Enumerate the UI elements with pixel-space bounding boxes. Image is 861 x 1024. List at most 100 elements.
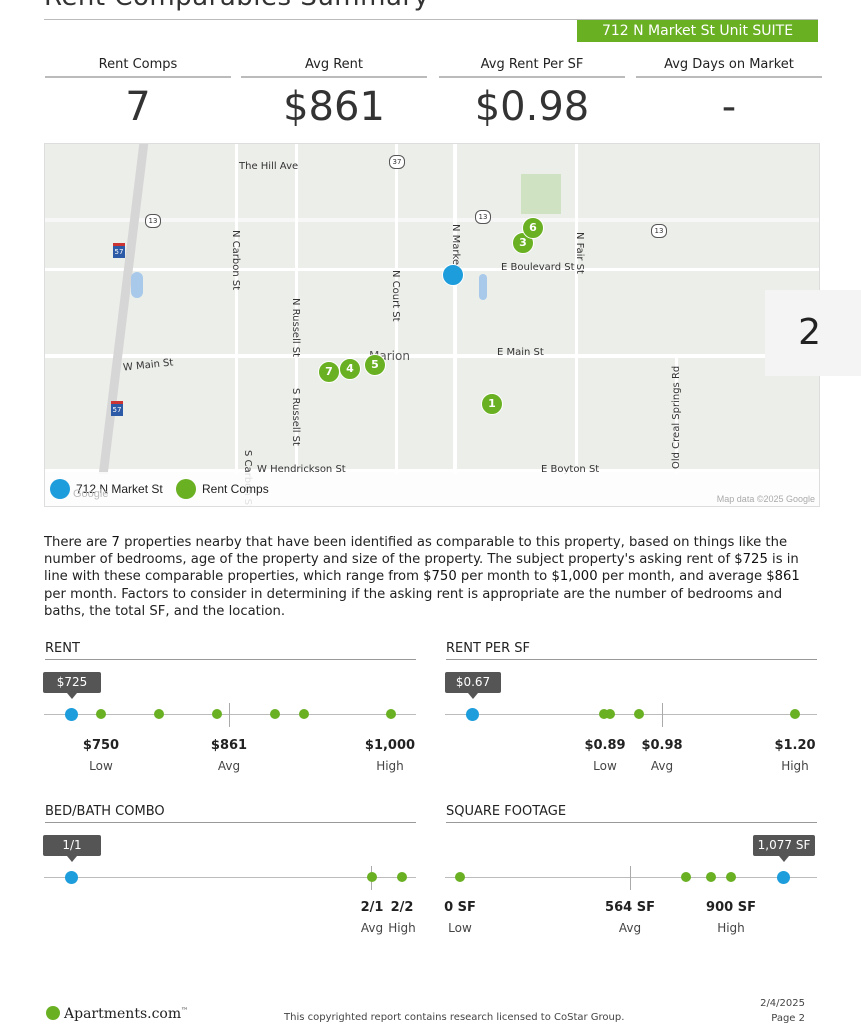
comp-dot [367,872,377,882]
avg-tick [630,866,631,890]
map-attribution: Map data ©2025 Google [716,494,815,504]
stat-avg-rent: Avg Rent $861 [241,56,427,130]
map-legend: 712 N Market St Rent Comps Google Map da… [45,472,819,506]
avg-label: Avg [650,759,674,773]
comp-pin[interactable]: 7 [318,361,340,383]
google-mark: Google [73,488,109,500]
comp-pin[interactable]: 1 [481,393,503,415]
subject-bubble: $0.67 [445,672,501,699]
sqft-section: SQUARE FOOTAGE [446,804,817,823]
rent-track [44,714,416,715]
rent-psf-track [445,714,817,715]
apartments-logo: Apartments.com™ [46,1006,188,1022]
high-value: 2/2 [390,900,414,915]
comp-pin[interactable]: 5 [364,354,386,376]
comp-dot [726,872,736,882]
comp-dot [634,709,644,719]
comp-dot [212,709,222,719]
para-asking: $725 [734,552,768,568]
logo-tm: ™ [181,1006,189,1015]
map-road [575,144,578,474]
bedbath-section: BED/BATH COMBO [45,804,416,823]
subject-bubble: 1,077 SF [753,835,815,862]
map-road [45,469,819,472]
stat-label: Avg Days on Market [636,56,822,78]
avg-value: 564 SF [605,900,655,915]
high-label: High [388,921,416,935]
logo-text: Apartments.com [64,1006,182,1022]
street-label: E Main St [497,347,544,358]
stat-value: $861 [283,84,385,130]
stat-avg-days: Avg Days on Market - [636,56,822,130]
street-label: The Hill Ave [239,161,299,172]
para-text: is in line with these comparable propert… [44,552,799,585]
summary-paragraph: There are 7 properties nearby that have … [44,534,824,620]
comp-pin[interactable]: 6 [522,217,544,239]
avg-tick [662,703,663,727]
page-number: Page 2 [771,1013,805,1024]
interstate-shield: 57 [111,401,123,416]
page-tab: 2 [765,290,861,376]
route-shield: 13 [651,224,667,238]
street-label: N Fair St [574,232,585,274]
stat-value: - [721,84,737,130]
map-road [45,268,819,271]
section-heading: SQUARE FOOTAGE [446,804,817,823]
stat-label: Avg Rent [241,56,427,78]
map-water [131,272,143,298]
street-label: W Hendrickson St [257,464,346,475]
comp-dot [397,872,407,882]
para-count: 7 [111,535,120,550]
street-label: Old Creal Springs Rd [671,365,682,469]
comp-dot [790,709,800,719]
street-label: N Carbon St [230,230,241,291]
high-value: 900 SF [706,900,756,915]
comp-dot [455,872,465,882]
subject-legend-dot [50,479,70,499]
rent-section: RENT [45,641,416,660]
route-shield: 13 [475,210,491,224]
address-band: 712 N Market St Unit SUITE [577,20,818,42]
comp-pin[interactable]: 4 [339,358,361,380]
map-road [675,354,678,474]
stat-avg-rent-psf: Avg Rent Per SF $0.98 [439,56,625,130]
bedbath-track [44,877,416,878]
subject-dot [65,871,78,884]
low-label: Low [89,759,113,773]
map-road [453,144,457,474]
para-low: $750 [423,569,457,585]
high-label: High [717,921,745,935]
low-value: $0.89 [584,738,626,753]
map-water [479,274,487,300]
map-road [235,144,238,474]
street-label: S Russell St [290,388,301,446]
para-avg: $861 [766,569,800,585]
avg-label: Avg [217,759,241,773]
subject-pin[interactable] [442,264,464,286]
logo-leaf-icon [46,1006,60,1020]
rent-psf-section: RENT PER SF [446,641,817,660]
para-text: properties nearby that have been identif… [44,535,788,568]
avg-value: 2/1 [360,900,384,915]
stat-label: Rent Comps [45,56,231,78]
map-park [521,174,561,214]
stat-rent-comps: Rent Comps 7 [45,56,231,130]
high-value: $1.20 [774,738,816,753]
comp-dot [96,709,106,719]
map-road [395,144,398,474]
comp-dot [599,709,609,719]
subject-bubble: 1/1 [43,835,101,862]
street-label: W Main St [122,357,174,374]
map-road [45,218,819,222]
comps-legend-label: Rent Comps [202,482,269,496]
para-text: per month, and average [597,569,767,585]
stat-value: $0.98 [474,84,590,130]
report-title: Rent Comparables Summary [44,0,429,12]
comps-map[interactable]: The Hill Ave N Carbon St N Russell St S … [44,143,820,507]
comps-legend-dot [176,479,196,499]
comp-dot [154,709,164,719]
high-label: High [376,759,404,773]
stat-label: Avg Rent Per SF [439,56,625,78]
comp-dot [681,872,691,882]
high-value: $1,000 [364,738,416,753]
